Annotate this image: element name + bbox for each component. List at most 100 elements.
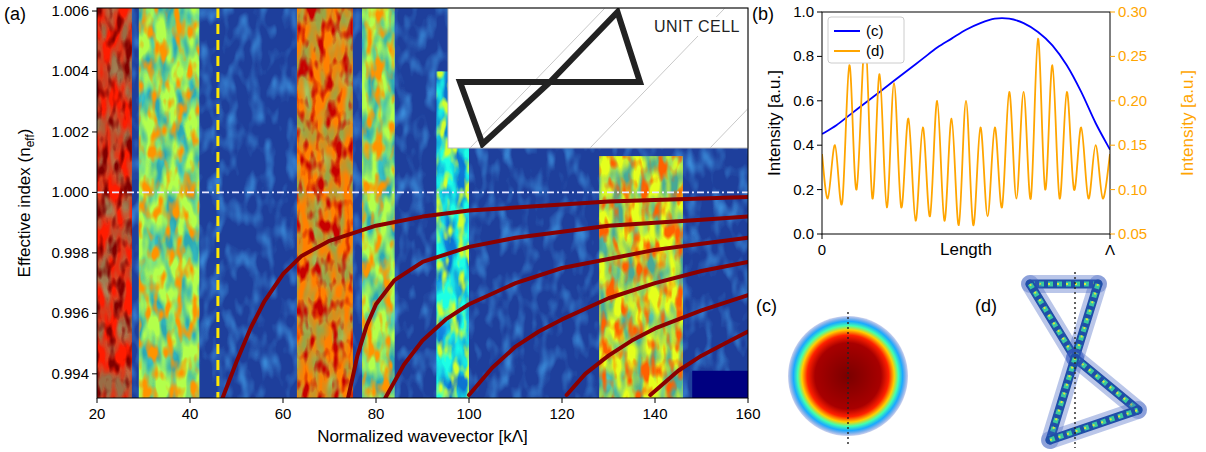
y-tick [92,192,97,193]
x-tick-label: 0 [818,241,826,258]
y-axis-title-part: Effective index (n [15,147,34,277]
y-tick [92,313,97,314]
y-tick [817,100,822,101]
y-tick [92,131,97,132]
band-texture [362,8,395,398]
y-tick-label: 0.4 [793,136,814,153]
x-tick [376,398,377,403]
panel-label: (d) [975,296,997,316]
plot-background [97,8,748,398]
cut-line [1074,272,1075,448]
legend-swatch [834,50,860,52]
y-tick [92,373,97,374]
y-tick [817,145,822,146]
y2-tick-label: 0.30 [1118,3,1147,20]
band-texture [97,8,132,398]
mode-glow [1050,410,1138,440]
panel-label: (b) [752,4,774,24]
band-texture [362,8,395,398]
y-tick-label: 1.000 [51,183,89,200]
y-tick [92,71,97,72]
y2-tick [1110,234,1115,235]
intensity-line [822,18,1110,150]
y2-tick-label: 0.15 [1118,136,1147,153]
y-tick-label: 1.0 [793,3,814,20]
mode-core [1075,358,1138,410]
y2-axis-title: Intensity [a.u.] [1178,70,1197,176]
x-axis-title: Length [940,240,992,259]
legend-box [828,17,904,63]
y-tick [817,56,822,57]
y2-tick [1110,145,1115,146]
band [692,371,748,398]
x-tick-label: 60 [275,405,292,422]
y-tick [817,12,822,13]
mode-glow [1075,284,1098,358]
mode-core [1030,284,1075,358]
x-tick-label: 80 [368,405,385,422]
y-tick-label: 0.2 [793,181,814,198]
y-tick [817,189,822,190]
x-tick-label: 40 [182,405,199,422]
y-tick [92,252,97,253]
x-tick [469,398,470,403]
y2-tick-label: 0.05 [1118,225,1147,242]
mode-beads [1075,358,1138,410]
x-tick-label: Λ [1105,241,1115,258]
x-tick [283,398,284,403]
mode-beads [1075,358,1138,410]
x-tick-label: 160 [735,405,760,422]
reference-line [97,192,748,194]
inset-box [448,8,748,148]
plot-a-marks [97,8,748,398]
y2-tick [1110,56,1115,57]
y-tick [92,11,97,12]
y-tick-label: 0.6 [793,92,814,109]
x-tick [97,398,98,403]
mode-curve [223,197,748,398]
mode-curve [567,295,748,395]
figure: UNIT CELL0.9940.9960.9981.0001.0021.0041… [0,0,1206,452]
mode-core [1075,284,1098,358]
x-tick-label: 20 [89,405,106,422]
y-tick-label: 0.8 [793,47,814,64]
mode-beads [1050,410,1138,440]
mode-glow [1075,358,1138,410]
panel-label: (c) [756,296,777,316]
y2-tick-label: 0.10 [1118,181,1147,198]
y-tick-label: 1.004 [51,62,89,79]
mode-beads [1075,284,1098,358]
mode-glow [1030,284,1075,358]
cut-line [847,312,848,446]
mode-curve [650,331,748,394]
plot-b-marks [822,18,1110,225]
mode-curve [469,262,748,395]
unit-cell-strut [550,12,640,82]
y2-tick [1110,189,1115,190]
y-axis-title: Effective index (neff) [15,129,37,278]
x-tick [190,398,191,403]
background-texture [97,8,748,398]
label-patch [651,17,743,36]
x-tick [562,398,563,403]
y2-tick-label: 0.20 [1118,92,1147,109]
x-tick [1110,234,1111,239]
y-tick [817,234,822,235]
x-tick [822,234,823,239]
band-texture [297,8,353,398]
mode-beads [1075,284,1098,358]
legend-label: (c) [866,22,884,39]
band [362,8,395,398]
band-texture [139,8,199,398]
y-axis-title: Intensity [a.u.] [765,70,784,176]
cell-edge [470,8,605,148]
inset-label: UNIT CELL [654,18,740,35]
legend-label: (d) [866,42,884,59]
mode-beads [1050,410,1138,440]
y-axis-title-sub: eff [23,134,37,148]
mode-core [1050,410,1138,440]
plot-frame [822,12,1110,234]
y-tick-label: 1.002 [51,123,89,140]
mode-curve [385,238,748,398]
x-tick-label: 120 [549,405,574,422]
